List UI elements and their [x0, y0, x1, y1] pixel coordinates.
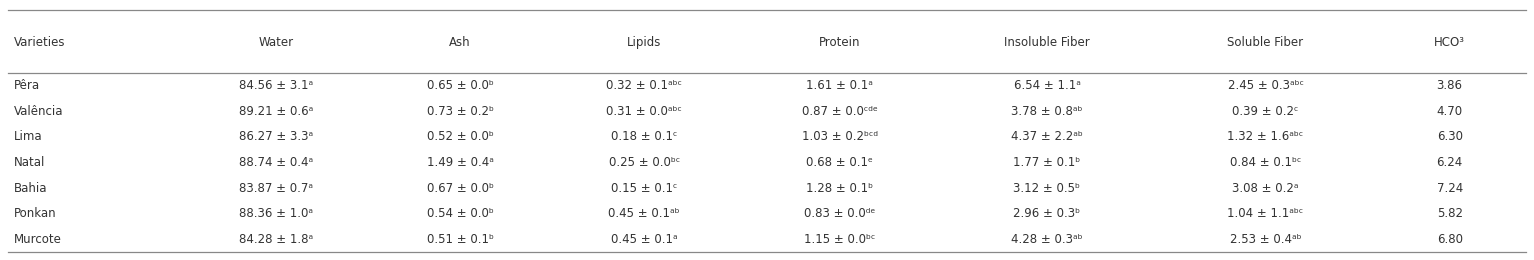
Text: 3.86: 3.86	[1437, 79, 1462, 92]
Text: 0.51 ± 0.1ᵇ: 0.51 ± 0.1ᵇ	[426, 233, 494, 246]
Text: 2.45 ± 0.3ᵃᵇᶜ: 2.45 ± 0.3ᵃᵇᶜ	[1227, 79, 1304, 92]
Text: 89.21 ± 0.6ᵃ: 89.21 ± 0.6ᵃ	[239, 105, 313, 118]
Text: 0.52 ± 0.0ᵇ: 0.52 ± 0.0ᵇ	[426, 130, 494, 143]
Text: 5.82: 5.82	[1437, 207, 1462, 220]
Text: 4.28 ± 0.3ᵃᵇ: 4.28 ± 0.3ᵃᵇ	[1011, 233, 1083, 246]
Text: 1.15 ± 0.0ᵇᶜ: 1.15 ± 0.0ᵇᶜ	[804, 233, 876, 246]
Text: 0.73 ± 0.2ᵇ: 0.73 ± 0.2ᵇ	[426, 105, 494, 118]
Text: 4.70: 4.70	[1436, 105, 1463, 118]
Text: 6.80: 6.80	[1437, 233, 1462, 246]
Text: 1.49 ± 0.4ᵃ: 1.49 ± 0.4ᵃ	[426, 156, 494, 169]
Text: Varieties: Varieties	[14, 36, 66, 49]
Text: 0.67 ± 0.0ᵇ: 0.67 ± 0.0ᵇ	[426, 182, 494, 195]
Text: 88.36 ± 1.0ᵃ: 88.36 ± 1.0ᵃ	[239, 207, 313, 220]
Text: Lima: Lima	[14, 130, 43, 143]
Text: 0.45 ± 0.1ᵃᵇ: 0.45 ± 0.1ᵃᵇ	[609, 207, 680, 220]
Text: 3.78 ± 0.8ᵃᵇ: 3.78 ± 0.8ᵃᵇ	[1011, 105, 1083, 118]
Text: 0.83 ± 0.0ᵈᵉ: 0.83 ± 0.0ᵈᵉ	[804, 207, 876, 220]
Text: Pêra: Pêra	[14, 79, 40, 92]
Text: 0.54 ± 0.0ᵇ: 0.54 ± 0.0ᵇ	[426, 207, 494, 220]
Text: 2.96 ± 0.3ᵇ: 2.96 ± 0.3ᵇ	[1014, 207, 1080, 220]
Text: 0.39 ± 0.2ᶜ: 0.39 ± 0.2ᶜ	[1232, 105, 1299, 118]
Text: 0.84 ± 0.1ᵇᶜ: 0.84 ± 0.1ᵇᶜ	[1230, 156, 1301, 169]
Text: 1.61 ± 0.1ᵃ: 1.61 ± 0.1ᵃ	[807, 79, 873, 92]
Text: Murcote: Murcote	[14, 233, 61, 246]
Text: Ash: Ash	[449, 36, 471, 49]
Text: 0.15 ± 0.1ᶜ: 0.15 ± 0.1ᶜ	[611, 182, 678, 195]
Text: 0.31 ± 0.0ᵃᵇᶜ: 0.31 ± 0.0ᵃᵇᶜ	[606, 105, 683, 118]
Text: 0.18 ± 0.1ᶜ: 0.18 ± 0.1ᶜ	[611, 130, 678, 143]
Text: 3.12 ± 0.5ᵇ: 3.12 ± 0.5ᵇ	[1014, 182, 1080, 195]
Text: 1.03 ± 0.2ᵇᶜᵈ: 1.03 ± 0.2ᵇᶜᵈ	[802, 130, 877, 143]
Text: 4.37 ± 2.2ᵃᵇ: 4.37 ± 2.2ᵃᵇ	[1011, 130, 1083, 143]
Text: 86.27 ± 3.3ᵃ: 86.27 ± 3.3ᵃ	[239, 130, 313, 143]
Text: 1.04 ± 1.1ᵃᵇᶜ: 1.04 ± 1.1ᵃᵇᶜ	[1227, 207, 1304, 220]
Text: 0.87 ± 0.0ᶜᵈᵉ: 0.87 ± 0.0ᶜᵈᵉ	[802, 105, 877, 118]
Text: 84.28 ± 1.8ᵃ: 84.28 ± 1.8ᵃ	[239, 233, 313, 246]
Text: 0.68 ± 0.1ᵉ: 0.68 ± 0.1ᵉ	[807, 156, 873, 169]
Text: 2.53 ± 0.4ᵃᵇ: 2.53 ± 0.4ᵃᵇ	[1230, 233, 1301, 246]
Text: Valência: Valência	[14, 105, 63, 118]
Text: Lipids: Lipids	[627, 36, 661, 49]
Text: Insoluble Fiber: Insoluble Fiber	[1005, 36, 1089, 49]
Text: Protein: Protein	[819, 36, 861, 49]
Text: 1.28 ± 0.1ᵇ: 1.28 ± 0.1ᵇ	[807, 182, 873, 195]
Text: 6.24: 6.24	[1436, 156, 1463, 169]
Text: Bahia: Bahia	[14, 182, 48, 195]
Text: 0.65 ± 0.0ᵇ: 0.65 ± 0.0ᵇ	[426, 79, 494, 92]
Text: Natal: Natal	[14, 156, 44, 169]
Text: 6.54 ± 1.1ᵃ: 6.54 ± 1.1ᵃ	[1014, 79, 1080, 92]
Text: 1.77 ± 0.1ᵇ: 1.77 ± 0.1ᵇ	[1014, 156, 1080, 169]
Text: 83.87 ± 0.7ᵃ: 83.87 ± 0.7ᵃ	[239, 182, 313, 195]
Text: HCO³: HCO³	[1434, 36, 1465, 49]
Text: 84.56 ± 3.1ᵃ: 84.56 ± 3.1ᵃ	[239, 79, 313, 92]
Text: Water: Water	[259, 36, 293, 49]
Text: 7.24: 7.24	[1436, 182, 1463, 195]
Text: 3.08 ± 0.2ᵃ: 3.08 ± 0.2ᵃ	[1232, 182, 1299, 195]
Text: 1.32 ± 1.6ᵃᵇᶜ: 1.32 ± 1.6ᵃᵇᶜ	[1227, 130, 1304, 143]
Text: 0.32 ± 0.1ᵃᵇᶜ: 0.32 ± 0.1ᵃᵇᶜ	[606, 79, 683, 92]
Text: Ponkan: Ponkan	[14, 207, 57, 220]
Text: Soluble Fiber: Soluble Fiber	[1227, 36, 1304, 49]
Text: 0.25 ± 0.0ᵇᶜ: 0.25 ± 0.0ᵇᶜ	[609, 156, 680, 169]
Text: 88.74 ± 0.4ᵃ: 88.74 ± 0.4ᵃ	[239, 156, 313, 169]
Text: 0.45 ± 0.1ᵃ: 0.45 ± 0.1ᵃ	[611, 233, 678, 246]
Text: 6.30: 6.30	[1437, 130, 1462, 143]
